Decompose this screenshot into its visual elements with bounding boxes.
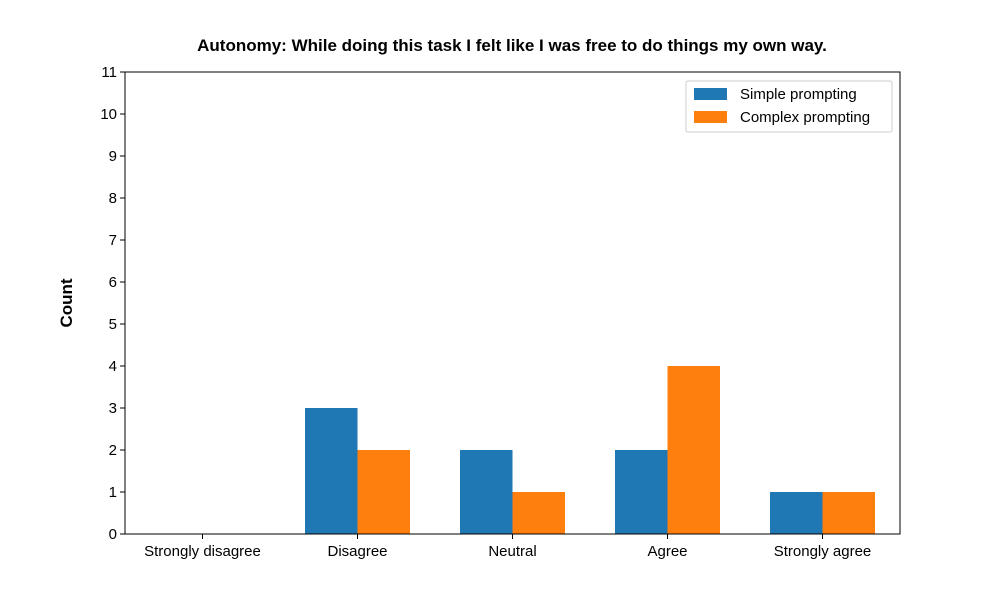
legend-box <box>685 80 893 133</box>
y-tick-label: 2 <box>109 442 117 459</box>
y-tick-label: 5 <box>109 316 117 333</box>
x-tick-label: Disagree <box>327 543 387 560</box>
y-tick-label: 1 <box>109 484 117 501</box>
y-tick-label: 7 <box>109 232 117 249</box>
bars-layer <box>305 366 875 534</box>
bar-complex-prompting-neutral <box>512 492 565 534</box>
chart-title: Autonomy: While doing this task I felt l… <box>197 36 827 55</box>
legend: Simple prompting Complex prompting <box>685 80 893 133</box>
plot-area-frame <box>124 71 901 535</box>
y-tick-label: 4 <box>109 358 117 375</box>
y-axis-label: Count <box>57 278 76 327</box>
x-axis-ticks: Strongly disagree Disagree Neutral Agree Str… <box>144 534 871 560</box>
legend-label: Complex prompting <box>740 109 870 126</box>
y-tick-label: 0 <box>109 526 117 543</box>
x-tick-label: Agree <box>647 543 687 560</box>
y-tick-label: 6 <box>109 274 117 291</box>
bar-simple-prompting-strongly-agree <box>770 492 823 534</box>
bar-complex-prompting-disagree <box>357 450 410 534</box>
y-tick-label: 9 <box>109 148 117 165</box>
legend-swatch <box>694 88 727 100</box>
x-tick-label: Neutral <box>488 543 536 560</box>
bar-simple-prompting-neutral <box>460 450 513 534</box>
y-tick-label: 8 <box>109 190 117 207</box>
bar-complex-prompting-agree <box>667 366 720 534</box>
legend-items: Simple prompting Complex prompting <box>694 86 870 126</box>
x-tick-label: Strongly disagree <box>144 543 261 560</box>
bar-complex-prompting-strongly-agree <box>822 492 875 534</box>
x-tick-label: Strongly agree <box>774 543 872 560</box>
y-axis-ticks: 0 1 2 3 4 5 6 7 8 9 10 11 <box>100 64 125 543</box>
y-tick-label: 3 <box>109 400 117 417</box>
legend-swatch <box>694 111 727 123</box>
legend-label: Simple prompting <box>740 86 857 103</box>
bar-simple-prompting-disagree <box>305 408 358 534</box>
bar-simple-prompting-agree <box>615 450 668 534</box>
y-tick-label: 10 <box>100 106 117 123</box>
y-tick-label: 11 <box>101 64 117 81</box>
